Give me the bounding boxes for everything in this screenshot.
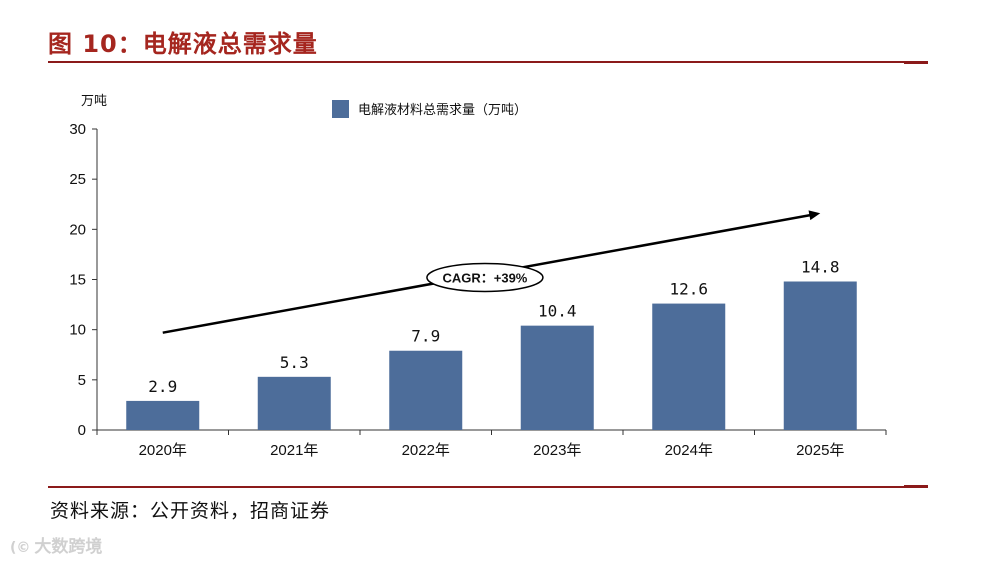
data-label: 14.8 [801, 258, 840, 277]
cagr-arrowhead [808, 210, 821, 221]
cagr-ellipse [426, 262, 544, 293]
figure-title: 图 10：电解液总需求量 [48, 30, 318, 58]
title-divider [48, 61, 928, 63]
bar-2024年 [652, 303, 726, 430]
bar-2023年 [520, 325, 594, 430]
data-label: 10.4 [538, 302, 577, 321]
title-divider-end [904, 61, 928, 64]
watermark-logo-icon: (© [10, 540, 31, 556]
bar-2022年 [389, 350, 463, 430]
source-divider [48, 486, 928, 488]
y-tick-label: 0 [78, 422, 86, 439]
y-tick-label: 15 [69, 272, 86, 289]
cagr-label: CAGR：+39% [442, 270, 527, 285]
watermark-text: 大数跨境 [34, 537, 103, 557]
source-note: 资料来源：公开资料，招商证券 [50, 500, 331, 522]
x-tick-label: 2025年 [796, 442, 844, 459]
x-tick-label: 2020年 [139, 442, 187, 459]
y-tick-label: 30 [69, 121, 86, 138]
x-tick-label: 2021年 [270, 442, 318, 459]
y-axis-unit-label: 万吨 [81, 94, 107, 109]
source-divider-end [904, 485, 928, 488]
data-label: 5.3 [280, 353, 309, 372]
x-tick-label: 2022年 [402, 442, 450, 459]
y-tick-label: 5 [78, 372, 86, 389]
data-label: 12.6 [669, 280, 708, 299]
x-tick-label: 2024年 [665, 442, 713, 459]
watermark: (© 大数跨境 [10, 532, 102, 557]
data-label: 7.9 [411, 327, 440, 346]
bar-2020年 [126, 400, 200, 430]
legend-swatch [332, 100, 349, 118]
data-label: 2.9 [148, 377, 177, 396]
x-tick-label: 2023年 [533, 442, 581, 459]
y-tick-label: 20 [69, 221, 86, 238]
bar-2025年 [783, 281, 857, 430]
bar-2021年 [257, 376, 331, 430]
y-tick-label: 10 [69, 322, 86, 339]
y-tick-label: 25 [69, 171, 86, 188]
legend-label: 电解液材料总需求量（万吨） [358, 103, 527, 118]
